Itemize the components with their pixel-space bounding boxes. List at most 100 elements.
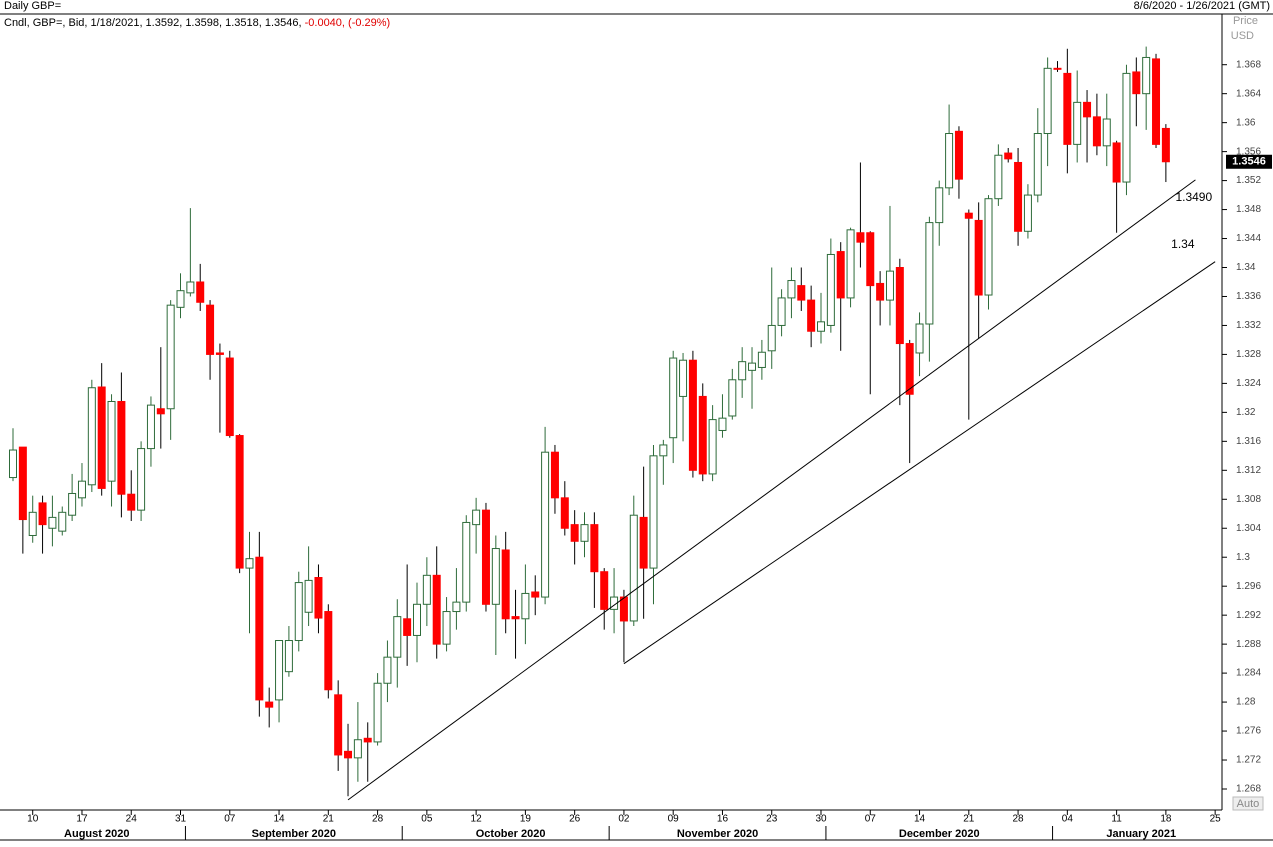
candle-body <box>255 556 264 701</box>
x-tick-label: 10 <box>27 814 39 825</box>
x-tick-label: 19 <box>520 814 532 825</box>
month-label: August 2020 <box>64 828 129 840</box>
candle-body <box>757 351 766 368</box>
x-tick-label: 09 <box>668 814 680 825</box>
y-tick-label: 1.284 <box>1236 668 1261 679</box>
candle-body <box>127 493 136 511</box>
candle-body <box>353 739 362 759</box>
candle-body <box>925 222 934 325</box>
candle-body <box>521 592 530 620</box>
x-tick-label: 16 <box>717 814 729 825</box>
candle-body <box>275 640 284 701</box>
candle-body <box>156 408 165 415</box>
candle-body <box>964 212 973 219</box>
candle-body <box>166 304 175 410</box>
y-tick-label: 1.328 <box>1236 349 1261 360</box>
y-tick-label: 1.268 <box>1236 784 1261 795</box>
candle-body <box>856 232 865 243</box>
y-tick-label: 1.292 <box>1236 610 1261 621</box>
candle-body <box>767 324 776 352</box>
candle-body <box>58 511 67 532</box>
candle-body <box>314 577 323 619</box>
y-tick-label: 1.276 <box>1236 726 1261 737</box>
candle-body <box>915 323 924 354</box>
x-tick-label: 14 <box>273 814 285 825</box>
candle-body <box>462 521 471 603</box>
trend-line-label: 1.34 <box>1171 237 1195 251</box>
candle-body <box>304 579 313 613</box>
candle-body <box>107 400 116 482</box>
candle-body <box>876 282 885 301</box>
x-tick-label: 18 <box>1160 814 1172 825</box>
candle-body <box>87 387 96 486</box>
last-price-label: 1.3546 <box>1232 156 1266 168</box>
candle-body <box>511 616 520 620</box>
candle-body <box>334 694 343 756</box>
candle-body <box>235 435 244 569</box>
candle-body <box>491 548 500 605</box>
candle-body <box>718 417 727 431</box>
candle-body <box>1063 72 1072 145</box>
candle-body <box>225 357 234 437</box>
candle-body <box>1161 127 1170 163</box>
y-tick-label: 1.32 <box>1236 407 1256 418</box>
month-label: September 2020 <box>252 828 336 840</box>
candle-body <box>649 455 658 569</box>
candle-body <box>9 449 17 479</box>
candle-body <box>935 187 944 224</box>
y-tick-label: 1.304 <box>1236 523 1261 534</box>
candle-body <box>541 451 550 598</box>
candle-body <box>452 601 461 613</box>
candle-body <box>639 516 648 569</box>
y-tick-label: 1.272 <box>1236 755 1261 766</box>
x-tick-label: 28 <box>372 814 384 825</box>
candle-body <box>590 524 599 573</box>
candle-body <box>1004 152 1013 160</box>
y-tick-label: 1.368 <box>1236 59 1261 70</box>
y-axis-unit: USD <box>1231 30 1254 42</box>
candle-body <box>787 280 796 299</box>
x-tick-label: 28 <box>1013 814 1025 825</box>
candle-body <box>1102 118 1111 147</box>
candle-body <box>777 297 786 326</box>
candle-body <box>245 558 254 569</box>
candle-body <box>186 281 195 294</box>
candle-body <box>413 603 421 636</box>
candle-body <box>560 497 569 529</box>
auto-box <box>1232 796 1264 811</box>
x-tick-label: 26 <box>569 814 581 825</box>
candle-body <box>895 267 904 345</box>
candle-body <box>117 400 126 495</box>
x-tick-label: 21 <box>963 814 975 825</box>
candle-body <box>550 451 559 499</box>
x-tick-label: 14 <box>914 814 926 825</box>
x-tick-label: 17 <box>76 814 88 825</box>
x-tick-label: 05 <box>421 814 433 825</box>
x-tick-label: 30 <box>815 814 827 825</box>
candle-body <box>1152 58 1161 145</box>
candle-body <box>481 509 490 605</box>
candle-body <box>679 359 688 397</box>
x-tick-label: 07 <box>224 814 236 825</box>
candle-body <box>146 404 155 450</box>
candle-body <box>176 290 185 308</box>
candle-body <box>531 591 540 598</box>
candle-body <box>688 359 697 471</box>
y-tick-label: 1.312 <box>1236 465 1261 476</box>
candle-body <box>708 419 717 475</box>
candle-body <box>797 285 806 301</box>
y-axis-label: Price <box>1233 15 1258 27</box>
trend-line <box>623 261 1216 665</box>
candle-body <box>698 395 707 475</box>
candle-body <box>846 229 855 299</box>
candle-body <box>215 352 224 355</box>
candle-body <box>206 304 215 355</box>
legend-text: Cndl, GBP=, Bid, 1/18/2021, 1.3592, 1.35… <box>4 17 302 29</box>
candle-body <box>1083 101 1092 118</box>
candle-body <box>422 574 431 605</box>
x-tick-label: 23 <box>766 814 778 825</box>
candle-body <box>48 516 57 529</box>
candle-body <box>738 361 747 381</box>
